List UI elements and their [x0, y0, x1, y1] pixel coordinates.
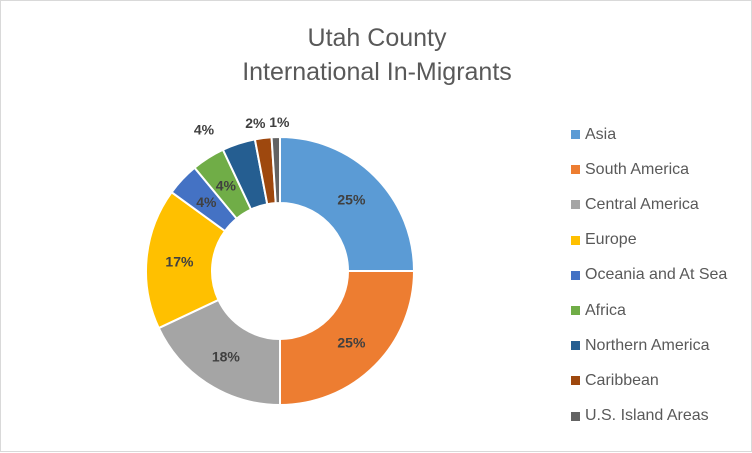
data-label-northern-america: 4% [194, 121, 215, 137]
legend-swatch [571, 411, 580, 421]
donut-slice-u-s-island-areas [270, 135, 281, 205]
legend-swatch [571, 306, 580, 316]
chart-title-line2: International In-Migrants [242, 58, 512, 86]
legend-swatch [571, 165, 580, 175]
legend-item-africa: Africa [571, 293, 749, 328]
legend-label: U.S. Island Areas [585, 407, 709, 425]
chart-title: Utah County International In-Migrants [1, 21, 752, 89]
data-label-south-america: 25% [337, 334, 366, 350]
legend-item-caribbean: Caribbean [571, 363, 749, 398]
legend-label: Oceania and At Sea [585, 266, 728, 284]
data-label-caribbean: 2% [245, 115, 266, 131]
chart-legend: Asia South America Central America Europe Oc… [571, 117, 749, 434]
legend-label: Caribbean [585, 371, 659, 389]
legend-swatch [571, 200, 580, 210]
donut-slice-south-america [279, 270, 416, 407]
legend-label: Africa [585, 301, 626, 319]
legend-label: South America [585, 160, 690, 178]
legend-item-europe: Europe [571, 223, 749, 258]
legend-swatch [571, 270, 580, 280]
legend-label: Central America [585, 195, 699, 213]
legend-swatch [571, 341, 580, 351]
legend-label: Asia [585, 125, 617, 143]
legend-item-central-america: Central America [571, 187, 749, 222]
data-label-oceania-and-at-sea: 4% [196, 194, 217, 210]
legend-item-asia: Asia [571, 117, 749, 152]
legend-swatch [571, 376, 580, 386]
chart-title-line1: Utah County [307, 24, 447, 52]
legend-label: Europe [585, 231, 637, 249]
legend-swatch [571, 235, 580, 245]
legend-swatch [571, 130, 580, 140]
data-label-central-america: 18% [212, 348, 241, 364]
legend-label: Northern America [585, 336, 710, 354]
legend-item-u-s-island-areas: U.S. Island Areas [571, 399, 749, 434]
legend-item-south-america: South America [571, 152, 749, 187]
data-label-europe: 17% [165, 253, 194, 269]
donut-slice-asia [279, 135, 416, 272]
legend-item-oceania-and-at-sea: Oceania and At Sea [571, 258, 749, 293]
legend-item-northern-america: Northern America [571, 328, 749, 363]
data-label-africa: 4% [216, 178, 237, 194]
data-label-u-s-island-areas: 1% [269, 114, 290, 130]
data-label-asia: 25% [337, 192, 366, 208]
